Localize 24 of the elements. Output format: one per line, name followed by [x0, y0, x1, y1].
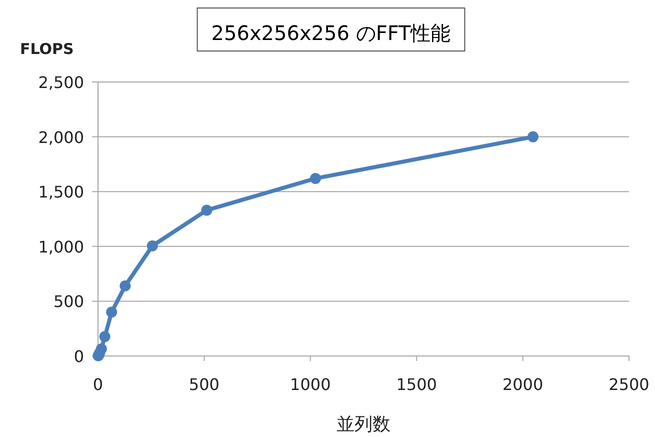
y-tick-label: 1,500	[38, 182, 84, 202]
y-tick-label: 1,000	[38, 237, 84, 256]
x-tick-label: 2000	[502, 375, 544, 394]
title: 256x256x256 のFFT性能	[196, 8, 466, 52]
x-tick-label: 1000	[290, 375, 331, 394]
x-tick-label: 0	[92, 375, 104, 394]
y-axis-title: FLOPS	[20, 40, 74, 58]
x-axis-title: 並列数	[336, 414, 390, 435]
y-tick-label: 2,000	[38, 128, 84, 147]
x-tick-label: 1500	[396, 375, 437, 394]
point	[96, 343, 107, 354]
point	[310, 172, 321, 184]
point	[146, 240, 158, 252]
chart-title: 256x256x256 のFFT性能	[211, 21, 451, 45]
point	[527, 131, 538, 142]
y-tick-label: 2,500	[38, 73, 84, 92]
x-tick-label: 500	[188, 375, 220, 394]
x-tick-label: 2500	[608, 375, 650, 394]
point	[106, 306, 118, 318]
y-tick-label: 500	[53, 292, 84, 312]
y-tick-label: 0	[74, 347, 84, 366]
point	[201, 204, 212, 216]
point	[120, 280, 131, 292]
point	[99, 331, 110, 342]
